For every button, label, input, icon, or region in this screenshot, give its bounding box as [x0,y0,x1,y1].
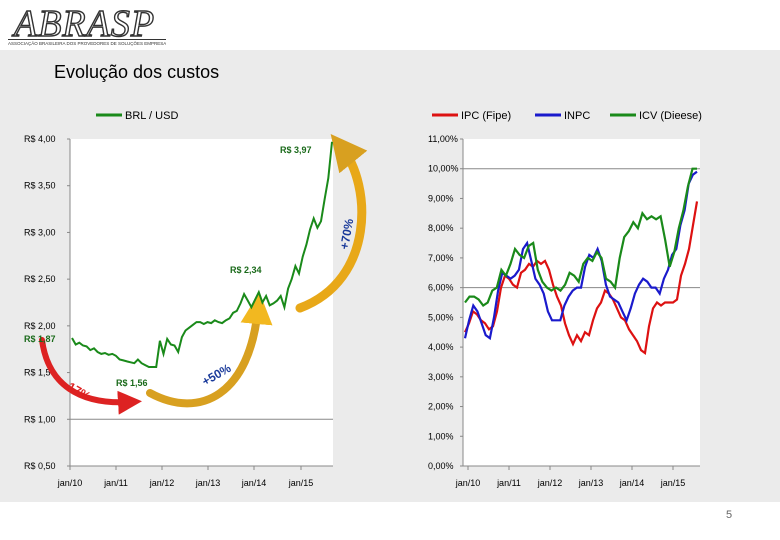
legend-ipc-fipe-label: IPC (Fipe) [461,110,511,122]
left-y-tick-label: R$ 0,50 [24,461,56,471]
right-y-tick-label: 2,00% [428,402,454,412]
left-y-tick-label: R$ 3,00 [24,227,56,237]
right-x-tick-label: jan/10 [455,478,481,488]
right-x-tick-label: jan/11 [496,478,521,488]
logo-subtitle: ASSOCIAÇÃO BRASILEIRA DOS PROVEDORES DE … [8,39,166,46]
page-number: 5 [726,509,733,521]
left-y-tick-label: R$ 4,00 [24,134,56,144]
right-x-tick-label: jan/13 [578,478,604,488]
slide-title: Evolução dos custos [54,62,220,82]
right-y-tick-label: 4,00% [428,342,454,352]
right-y-tick-label: 0,00% [428,461,454,471]
legend-icv-dieese-label: ICV (Dieese) [639,110,702,122]
left-x-tick-label: jan/13 [195,478,221,488]
left-x-tick-label: jan/14 [241,478,267,488]
right-y-tick-label: 10,00% [428,164,459,174]
annotation-start: R$ 1,87 [24,334,56,344]
legend-inpc-label: INPC [564,110,590,122]
arrow-plus70 [295,134,368,313]
right-y-tick-label: 5,00% [428,312,454,322]
right-y-tick-label: 1,00% [428,431,454,441]
series-line-brl-usd [71,141,333,368]
arrow-minus17 [39,337,142,415]
right-y-tick-label: 8,00% [428,223,454,233]
legend-label-brl-usd: BRL / USD [125,110,178,122]
right-x-tick-label: jan/14 [619,478,645,488]
left-x-tick-label: jan/12 [149,478,175,488]
left-y-tick-label: R$ 1,50 [24,368,56,378]
left-plot-area [70,139,333,466]
right-x-tick-label: jan/12 [537,478,563,488]
right-y-tick-label: 3,00% [428,372,454,382]
right-y-tick-label: 9,00% [428,193,454,203]
left-y-tick-label: R$ 3,50 [24,181,56,191]
annotation-mid: R$ 2,34 [230,265,262,275]
series-line-icv-dieese [464,167,697,307]
left-x-tick-label: jan/15 [288,478,314,488]
right-y-tick-label: 6,00% [428,283,454,293]
abrasp-logo: ABRASP ASSOCIAÇÃO BRASILEIRA DOS PROVEDO… [4,2,166,50]
logo-text: ABRASP [13,2,156,45]
left-y-tick-label: R$ 1,00 [24,414,56,424]
arrow-plus50 [146,292,273,408]
right-y-tick-label: 7,00% [428,253,454,263]
annotation-min: R$ 1,56 [116,378,148,388]
annotation-max: R$ 3,97 [280,145,312,155]
left-y-tick-label: R$ 2,50 [24,274,56,284]
right-x-tick-label: jan/15 [660,478,686,488]
left-y-tick-label: R$ 2,00 [24,321,56,331]
right-plot-area [463,139,700,466]
left-x-tick-label: jan/10 [57,478,83,488]
series-line-ipc-fipe [463,201,699,355]
left-x-tick-label: jan/11 [103,478,128,488]
annotation-plus70: +70% [337,217,356,250]
right-y-tick-label: 11,00% [428,134,458,144]
